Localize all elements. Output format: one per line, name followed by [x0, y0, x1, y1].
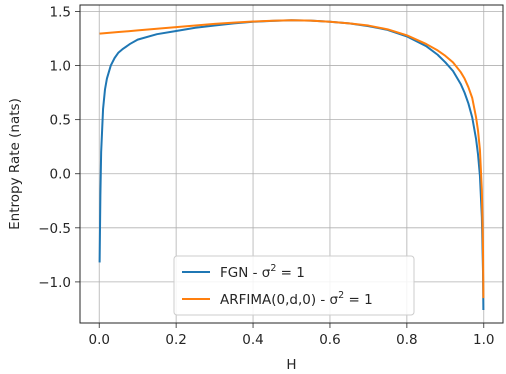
y-tick-label: 0.0 [50, 167, 71, 183]
legend-box [173, 255, 415, 316]
legend-label-arfima-sup: 2 [338, 290, 344, 301]
y-tick-label: 0.5 [50, 113, 71, 129]
legend-label-arfima: ARFIMA(0,d,0) - σ2 = 1 [220, 290, 373, 308]
x-tick-label: 0.8 [396, 332, 417, 348]
y-axis-label: Entropy Rate (nats) [7, 98, 23, 230]
y-axis: −1.0 −0.5 0.0 0.5 1.0 1.5 [38, 4, 80, 291]
x-axis: 0.0 0.2 0.4 0.6 0.8 1.0 [88, 323, 495, 348]
x-tick-label: 1.0 [473, 332, 494, 348]
x-tick-label: 0.6 [319, 332, 340, 348]
grid-lines [80, 5, 503, 323]
x-tick-label: 0.2 [165, 332, 186, 348]
legend: FGN - σ2 = 1 ARFIMA(0,d,0) - σ2 = 1 [173, 255, 415, 316]
x-tick-label: 0.0 [88, 332, 109, 348]
series-line-arfima [99, 19, 485, 299]
y-tick-label: −0.5 [38, 221, 71, 237]
legend-label-arfima-tail: = 1 [344, 292, 372, 308]
y-tick-label: 1.5 [50, 4, 71, 20]
y-tick-label: −1.0 [38, 275, 71, 291]
x-tick-label: 0.4 [242, 332, 263, 348]
series-lines [98, 19, 485, 311]
legend-label-fgn-tail: = 1 [276, 265, 304, 281]
legend-label-arfima-main: ARFIMA(0,d,0) - σ [220, 292, 339, 308]
legend-label-fgn: FGN - σ2 = 1 [220, 263, 305, 281]
legend-label-fgn-main: FGN - σ [220, 265, 271, 281]
plot-frame [79, 4, 504, 324]
legend-label-fgn-sup: 2 [270, 263, 276, 274]
y-tick-label: 1.0 [50, 59, 71, 75]
x-axis-label: H [286, 357, 296, 373]
